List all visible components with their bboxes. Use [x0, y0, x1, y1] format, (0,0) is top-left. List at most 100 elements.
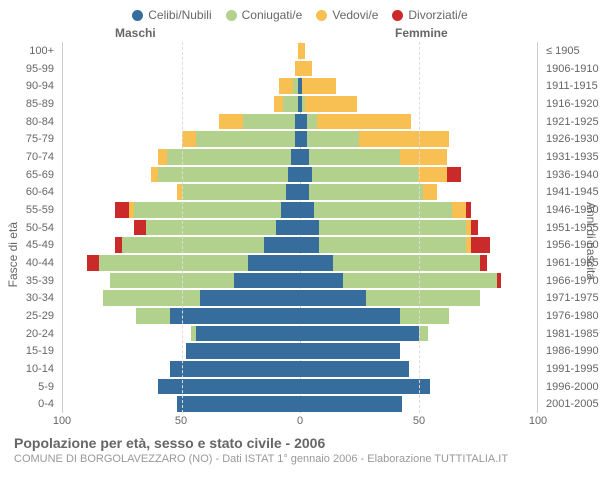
- bar-segment: [300, 61, 312, 77]
- bar-segment: [264, 237, 300, 253]
- bar-segment: [136, 308, 169, 324]
- age-label: 90-94: [0, 77, 58, 95]
- age-label: 35-39: [0, 272, 58, 290]
- chart-footer: Popolazione per età, sesso e stato civil…: [0, 429, 600, 465]
- bar-segment: [300, 167, 312, 183]
- birth-label: 1986-1990: [542, 342, 600, 360]
- pyramid-row: [63, 77, 537, 95]
- bar-segment: [122, 237, 264, 253]
- bar-rows: [63, 42, 537, 413]
- bar-segment: [319, 220, 466, 236]
- birth-label: 1956-1960: [542, 236, 600, 254]
- pyramid-row: [63, 42, 537, 60]
- age-label: 75-79: [0, 130, 58, 148]
- bar-segment: [274, 96, 283, 112]
- population-pyramid: Fasce di età Anni di nascita 100+95-9990…: [0, 42, 600, 413]
- legend-swatch: [392, 10, 403, 21]
- bar-segment: [302, 78, 335, 94]
- bar-segment: [305, 96, 357, 112]
- bar-segment: [300, 43, 305, 59]
- header-male: Maschi: [115, 26, 156, 40]
- birth-label: 1931-1935: [542, 148, 600, 166]
- bar-segment: [359, 131, 449, 147]
- bar-segment: [182, 131, 196, 147]
- bar-segment: [343, 273, 497, 289]
- bar-segment: [307, 114, 316, 130]
- bar-segment: [300, 114, 307, 130]
- birth-label: 1991-1995: [542, 360, 600, 378]
- bar-segment: [219, 114, 243, 130]
- age-label: 15-19: [0, 342, 58, 360]
- age-label: 100+: [0, 42, 58, 60]
- birth-label: 1936-1940: [542, 166, 600, 184]
- bar-segment: [309, 149, 399, 165]
- bar-segment: [158, 379, 300, 395]
- age-label: 25-29: [0, 307, 58, 325]
- x-tick: 100: [529, 415, 547, 427]
- age-label: 30-34: [0, 289, 58, 307]
- age-label: 40-44: [0, 254, 58, 272]
- bar-segment: [471, 237, 490, 253]
- legend-label: Vedovi/e: [332, 8, 378, 22]
- age-label: 0-4: [0, 395, 58, 413]
- bar-segment: [291, 149, 300, 165]
- bar-segment: [480, 255, 487, 271]
- bar-segment: [300, 326, 419, 342]
- birth-label: 1926-1930: [542, 130, 600, 148]
- age-label: 60-64: [0, 183, 58, 201]
- legend-label: Coniugati/e: [242, 8, 303, 22]
- bar-segment: [196, 326, 300, 342]
- age-label: 5-9: [0, 378, 58, 396]
- age-label: 10-14: [0, 360, 58, 378]
- pyramid-row: [63, 219, 537, 237]
- bar-segment: [300, 379, 430, 395]
- birth-label: 1971-1975: [542, 289, 600, 307]
- bar-segment: [300, 361, 409, 377]
- age-label: 95-99: [0, 60, 58, 78]
- pyramid-row: [63, 183, 537, 201]
- legend-item: Divorziati/e: [392, 8, 467, 22]
- legend-item: Celibi/Nubili: [132, 8, 211, 22]
- age-label: 85-89: [0, 95, 58, 113]
- pyramid-row: [63, 201, 537, 219]
- bar-segment: [286, 184, 300, 200]
- bar-segment: [170, 308, 300, 324]
- bar-segment: [447, 167, 461, 183]
- pyramid-row: [63, 236, 537, 254]
- pyramid-row: [63, 254, 537, 272]
- bar-segment: [300, 202, 314, 218]
- x-tick: 0: [297, 415, 303, 427]
- pyramid-row: [63, 60, 537, 78]
- x-tick: 50: [413, 415, 425, 427]
- birth-label: 1911-1915: [542, 77, 600, 95]
- bar-segment: [167, 149, 290, 165]
- age-label: 55-59: [0, 201, 58, 219]
- bar-segment: [279, 78, 293, 94]
- bar-segment: [400, 149, 447, 165]
- bar-segment: [471, 220, 478, 236]
- bar-segment: [158, 167, 288, 183]
- pyramid-row: [63, 360, 537, 378]
- bar-segment: [110, 273, 233, 289]
- pyramid-row: [63, 289, 537, 307]
- bar-segment: [300, 290, 366, 306]
- legend: Celibi/Nubili Coniugati/e Vedovi/e Divorzia…: [0, 0, 600, 26]
- legend-label: Celibi/Nubili: [148, 8, 211, 22]
- age-label: 45-49: [0, 236, 58, 254]
- pyramid-row: [63, 307, 537, 325]
- birth-label: 1906-1910: [542, 60, 600, 78]
- bar-segment: [283, 96, 297, 112]
- bar-segment: [466, 202, 471, 218]
- bar-segment: [158, 149, 167, 165]
- bar-segment: [200, 290, 300, 306]
- bar-segment: [400, 308, 450, 324]
- legend-label: Divorziati/e: [408, 8, 467, 22]
- bar-segment: [182, 184, 286, 200]
- birth-label: 1941-1945: [542, 183, 600, 201]
- bar-segment: [300, 343, 400, 359]
- age-label: 70-74: [0, 148, 58, 166]
- bar-segment: [234, 273, 300, 289]
- age-labels: 100+95-9990-9485-8980-8475-7970-7465-696…: [0, 42, 58, 413]
- age-label: 80-84: [0, 113, 58, 131]
- bar-segment: [319, 237, 466, 253]
